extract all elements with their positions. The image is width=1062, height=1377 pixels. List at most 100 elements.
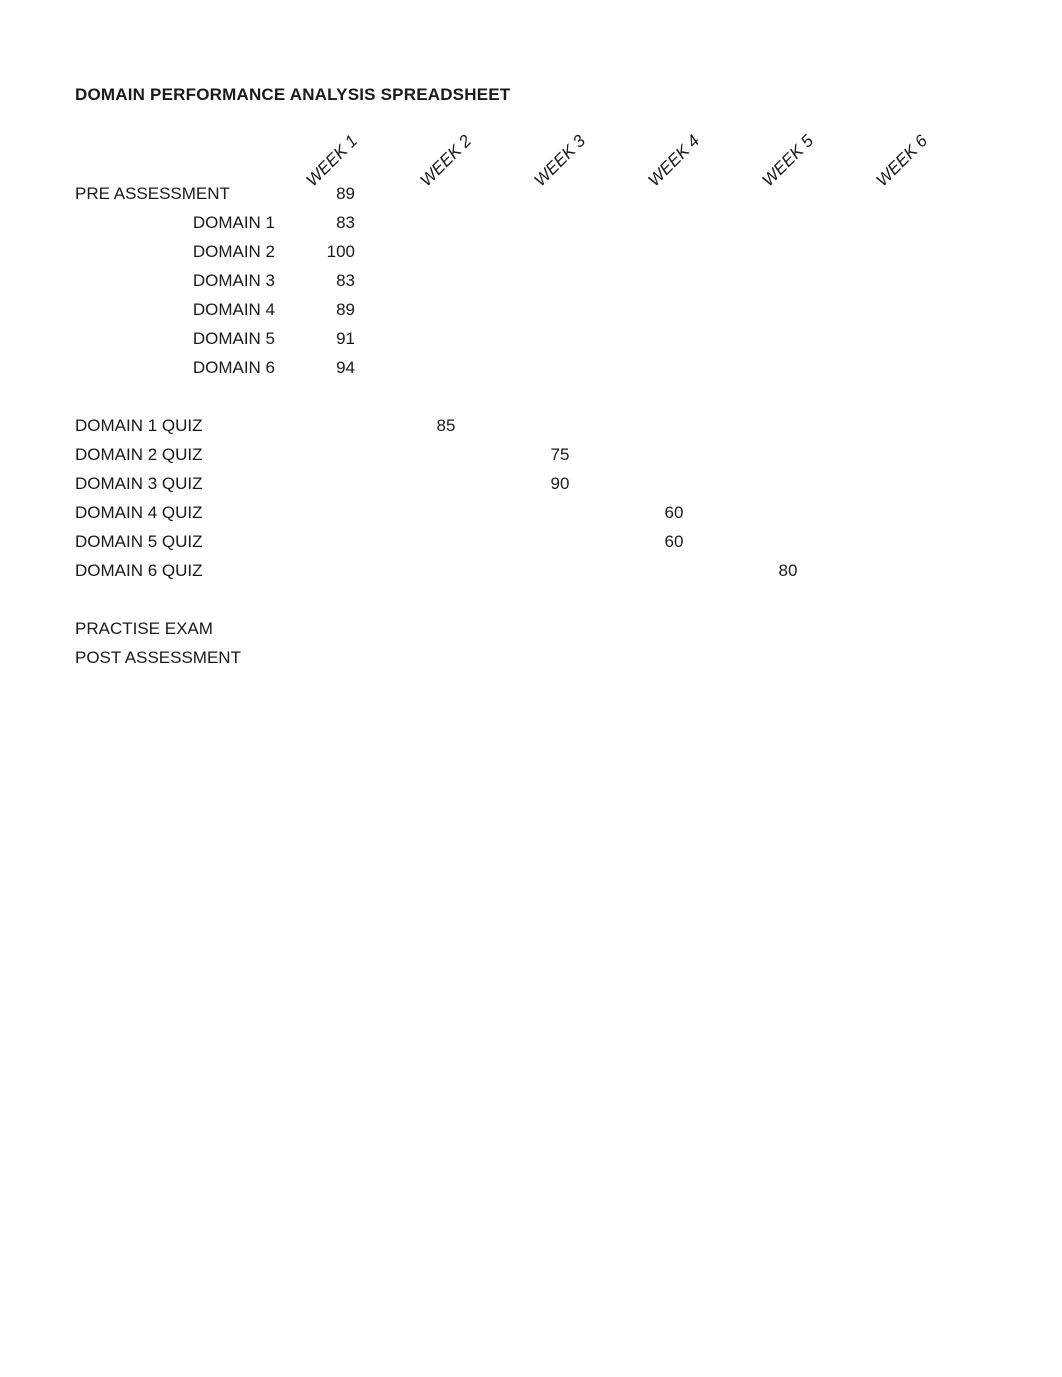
cell-empty xyxy=(503,208,617,237)
cell-empty xyxy=(845,324,959,353)
cell-value: 94 xyxy=(275,353,389,382)
cell-empty xyxy=(731,324,845,353)
cell-empty xyxy=(503,411,617,440)
cell-value: 83 xyxy=(275,208,389,237)
cell-empty xyxy=(275,614,389,643)
header-week-3: WEEK 3 xyxy=(503,115,617,179)
row-label: DOMAIN 5 QUIZ xyxy=(75,527,275,556)
cell-empty xyxy=(845,266,959,295)
row-label: DOMAIN 4 xyxy=(75,295,275,324)
row-domain-2: DOMAIN 2 100 xyxy=(75,237,959,266)
cell-empty xyxy=(731,527,845,556)
cell-empty xyxy=(845,353,959,382)
row-domain-6: DOMAIN 6 94 xyxy=(75,353,959,382)
header-week-4: WEEK 4 xyxy=(617,115,731,179)
cell-empty xyxy=(845,556,959,585)
cell-empty xyxy=(503,643,617,672)
row-label: DOMAIN 3 xyxy=(75,266,275,295)
cell-empty xyxy=(845,208,959,237)
cell-empty xyxy=(275,498,389,527)
cell-value: 60 xyxy=(617,498,731,527)
row-domain-5: DOMAIN 5 91 xyxy=(75,324,959,353)
cell-empty xyxy=(389,295,503,324)
row-quiz-6: DOMAIN 6 QUIZ 80 xyxy=(75,556,959,585)
header-row: WEEK 1 WEEK 2 WEEK 3 WEEK 4 WEEK 5 WEEK … xyxy=(75,115,959,179)
cell-w1: 91 xyxy=(275,324,389,353)
cell-empty xyxy=(617,469,731,498)
cell-value: 89 xyxy=(275,179,389,208)
cell-w1: 89 xyxy=(275,179,389,208)
cell-empty xyxy=(503,527,617,556)
cell-empty xyxy=(617,208,731,237)
row-label: DOMAIN 6 QUIZ xyxy=(75,556,275,585)
cell-w1: 100 xyxy=(275,237,389,266)
cell-empty xyxy=(617,179,731,208)
row-label: PRE ASSESSMENT xyxy=(75,179,275,208)
cell-value: 90 xyxy=(503,469,617,498)
cell-empty xyxy=(617,556,731,585)
cell-empty xyxy=(845,498,959,527)
cell-empty xyxy=(731,643,845,672)
row-label: DOMAIN 2 xyxy=(75,237,275,266)
cell-empty xyxy=(731,208,845,237)
cell-empty xyxy=(731,614,845,643)
cell-empty xyxy=(731,353,845,382)
cell-value: 89 xyxy=(275,295,389,324)
cell-empty xyxy=(617,324,731,353)
cell-empty xyxy=(389,208,503,237)
row-label: DOMAIN 1 xyxy=(75,208,275,237)
row-label: POST ASSESSMENT xyxy=(75,643,275,672)
cell-empty xyxy=(731,179,845,208)
cell-empty xyxy=(731,411,845,440)
row-quiz-4: DOMAIN 4 QUIZ 60 xyxy=(75,498,959,527)
row-label: DOMAIN 5 xyxy=(75,324,275,353)
cell-empty xyxy=(389,353,503,382)
cell-empty xyxy=(731,266,845,295)
cell-empty xyxy=(845,440,959,469)
cell-value: 80 xyxy=(731,556,845,585)
row-quiz-5: DOMAIN 5 QUIZ 60 xyxy=(75,527,959,556)
header-week-1: WEEK 1 xyxy=(275,115,389,179)
cell-empty xyxy=(389,266,503,295)
cell-empty xyxy=(617,266,731,295)
cell-empty xyxy=(845,527,959,556)
cell-empty xyxy=(275,440,389,469)
cell-empty xyxy=(845,614,959,643)
cell-empty xyxy=(617,237,731,266)
row-quiz-1: DOMAIN 1 QUIZ 85 xyxy=(75,411,959,440)
spacer-row xyxy=(75,585,959,614)
cell-empty xyxy=(503,353,617,382)
cell-value: 60 xyxy=(617,527,731,556)
cell-empty xyxy=(731,469,845,498)
cell-empty xyxy=(617,295,731,324)
cell-value: 85 xyxy=(389,411,503,440)
row-quiz-2: DOMAIN 2 QUIZ 75 xyxy=(75,440,959,469)
cell-empty xyxy=(389,643,503,672)
cell-empty xyxy=(389,556,503,585)
cell-empty xyxy=(389,498,503,527)
cell-empty xyxy=(503,179,617,208)
cell-empty xyxy=(845,411,959,440)
cell-empty xyxy=(275,643,389,672)
cell-empty xyxy=(845,179,959,208)
cell-w3: 90 xyxy=(503,469,617,498)
cell-empty xyxy=(275,556,389,585)
row-post-assessment: POST ASSESSMENT xyxy=(75,643,959,672)
row-domain-4: DOMAIN 4 89 xyxy=(75,295,959,324)
cell-empty xyxy=(617,440,731,469)
row-label: DOMAIN 3 QUIZ xyxy=(75,469,275,498)
row-label: DOMAIN 2 QUIZ xyxy=(75,440,275,469)
cell-empty xyxy=(503,266,617,295)
cell-empty xyxy=(389,237,503,266)
cell-empty xyxy=(731,295,845,324)
cell-empty xyxy=(389,614,503,643)
cell-empty xyxy=(503,324,617,353)
cell-empty xyxy=(845,469,959,498)
cell-value: 100 xyxy=(275,237,389,266)
row-domain-1: DOMAIN 1 83 xyxy=(75,208,959,237)
cell-empty xyxy=(617,353,731,382)
cell-empty xyxy=(389,324,503,353)
cell-empty xyxy=(275,411,389,440)
cell-empty xyxy=(731,498,845,527)
cell-empty xyxy=(731,237,845,266)
